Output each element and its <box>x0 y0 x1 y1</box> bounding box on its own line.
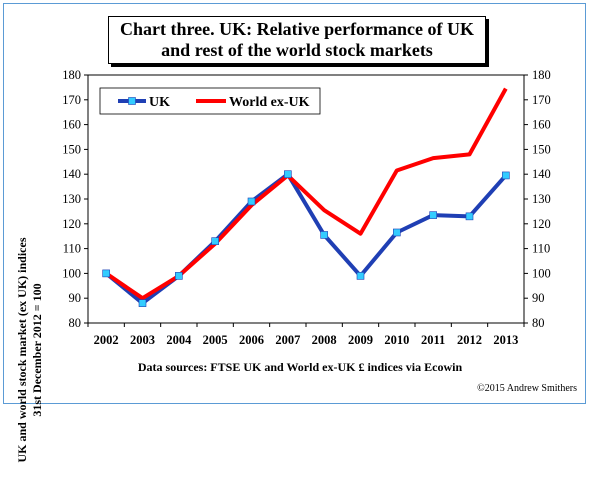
right-tick-label: 170 <box>532 93 551 107</box>
series-line-world-ex-uk <box>105 87 508 301</box>
uk-data-point <box>175 272 183 280</box>
chart-title: Chart three. UK: Relative performance of… <box>108 16 486 64</box>
left-tick-label: 150 <box>62 142 81 156</box>
uk-data-point <box>284 170 292 178</box>
uk-data-point <box>320 231 328 239</box>
chart-title-line-1: Chart three. UK: Relative performance of… <box>119 19 475 39</box>
left-tick-label: 170 <box>62 93 81 107</box>
right-axis: 80 90 100 110 120 130 140 150 160 170 180 <box>524 68 551 330</box>
x-tick-label: 2005 <box>203 333 228 347</box>
line-chart: 80 90 100 110 120 130 140 150 160 170 180 80 90 100 1… <box>62 68 551 347</box>
legend-label-uk: UK <box>149 95 170 110</box>
copyright-note: ©2015 Andrew Smithers <box>477 383 577 394</box>
x-tick-label: 2006 <box>239 333 264 347</box>
uk-data-point <box>102 269 110 278</box>
legend-marker-uk <box>128 97 136 105</box>
x-tick-label: 2012 <box>457 333 482 347</box>
left-tick-label: 140 <box>62 167 81 181</box>
left-tick-label: 160 <box>62 118 81 132</box>
series-layer <box>102 87 510 307</box>
legend: UK World ex-UK <box>99 87 321 115</box>
x-tick-label: 2011 <box>421 333 445 347</box>
left-tick-label: 100 <box>62 266 81 280</box>
left-tick-label: 110 <box>63 242 81 256</box>
right-tick-label: 110 <box>532 242 550 256</box>
uk-data-point <box>356 272 365 280</box>
x-tick-label: 2004 <box>166 333 192 347</box>
right-tick-label: 90 <box>532 291 545 305</box>
uk-data-point <box>247 197 256 206</box>
x-tick-label: 2003 <box>130 333 155 347</box>
left-tick-label: 80 <box>69 316 82 330</box>
left-axis: 80 90 100 110 120 130 140 150 160 170 180 <box>62 68 88 330</box>
uk-data-point <box>465 212 474 221</box>
x-tick-label: 2009 <box>348 333 373 347</box>
left-tick-label: 90 <box>69 291 82 305</box>
left-tick-label: 130 <box>62 192 81 206</box>
data-source-note: Data sources: FTSE UK and World ex-UK £ … <box>137 360 463 374</box>
x-tick-label: 2008 <box>312 333 337 347</box>
x-tick-label: 2010 <box>384 333 409 347</box>
left-tick-label: 120 <box>62 217 81 231</box>
right-tick-label: 120 <box>532 217 551 231</box>
uk-data-point <box>138 299 147 307</box>
legend-label-world-ex-uk: World ex-UK <box>229 95 310 110</box>
right-tick-label: 100 <box>532 266 551 280</box>
uk-data-point <box>393 228 401 237</box>
right-tick-label: 140 <box>532 167 551 181</box>
uk-data-point <box>429 211 437 219</box>
x-tick-label: 2007 <box>275 333 300 347</box>
right-tick-label: 180 <box>532 68 551 82</box>
x-tick-label: 2013 <box>493 333 518 347</box>
right-tick-label: 130 <box>532 192 551 206</box>
chart-frame <box>3 3 586 404</box>
x-tick-label: 2002 <box>94 333 119 347</box>
uk-data-point <box>211 237 219 245</box>
y-axis-label-line-1: UK and world stock market (ex UK) indice… <box>15 237 29 463</box>
y-axis-label-line-2: 31st December 2012 = 100 <box>30 283 44 417</box>
right-tick-label: 150 <box>532 142 551 156</box>
chart-title-line-2: and rest of the world stock markets <box>161 40 433 60</box>
uk-data-point <box>502 171 510 180</box>
x-axis: 2002 2003 2004 2005 2006 2007 2008 2009 2010 2011… <box>87 323 525 347</box>
right-tick-label: 80 <box>532 316 545 330</box>
right-tick-label: 160 <box>532 118 551 132</box>
y-axis-label: UK and world stock market (ex UK) indice… <box>15 200 47 500</box>
left-tick-label: 180 <box>62 68 81 82</box>
